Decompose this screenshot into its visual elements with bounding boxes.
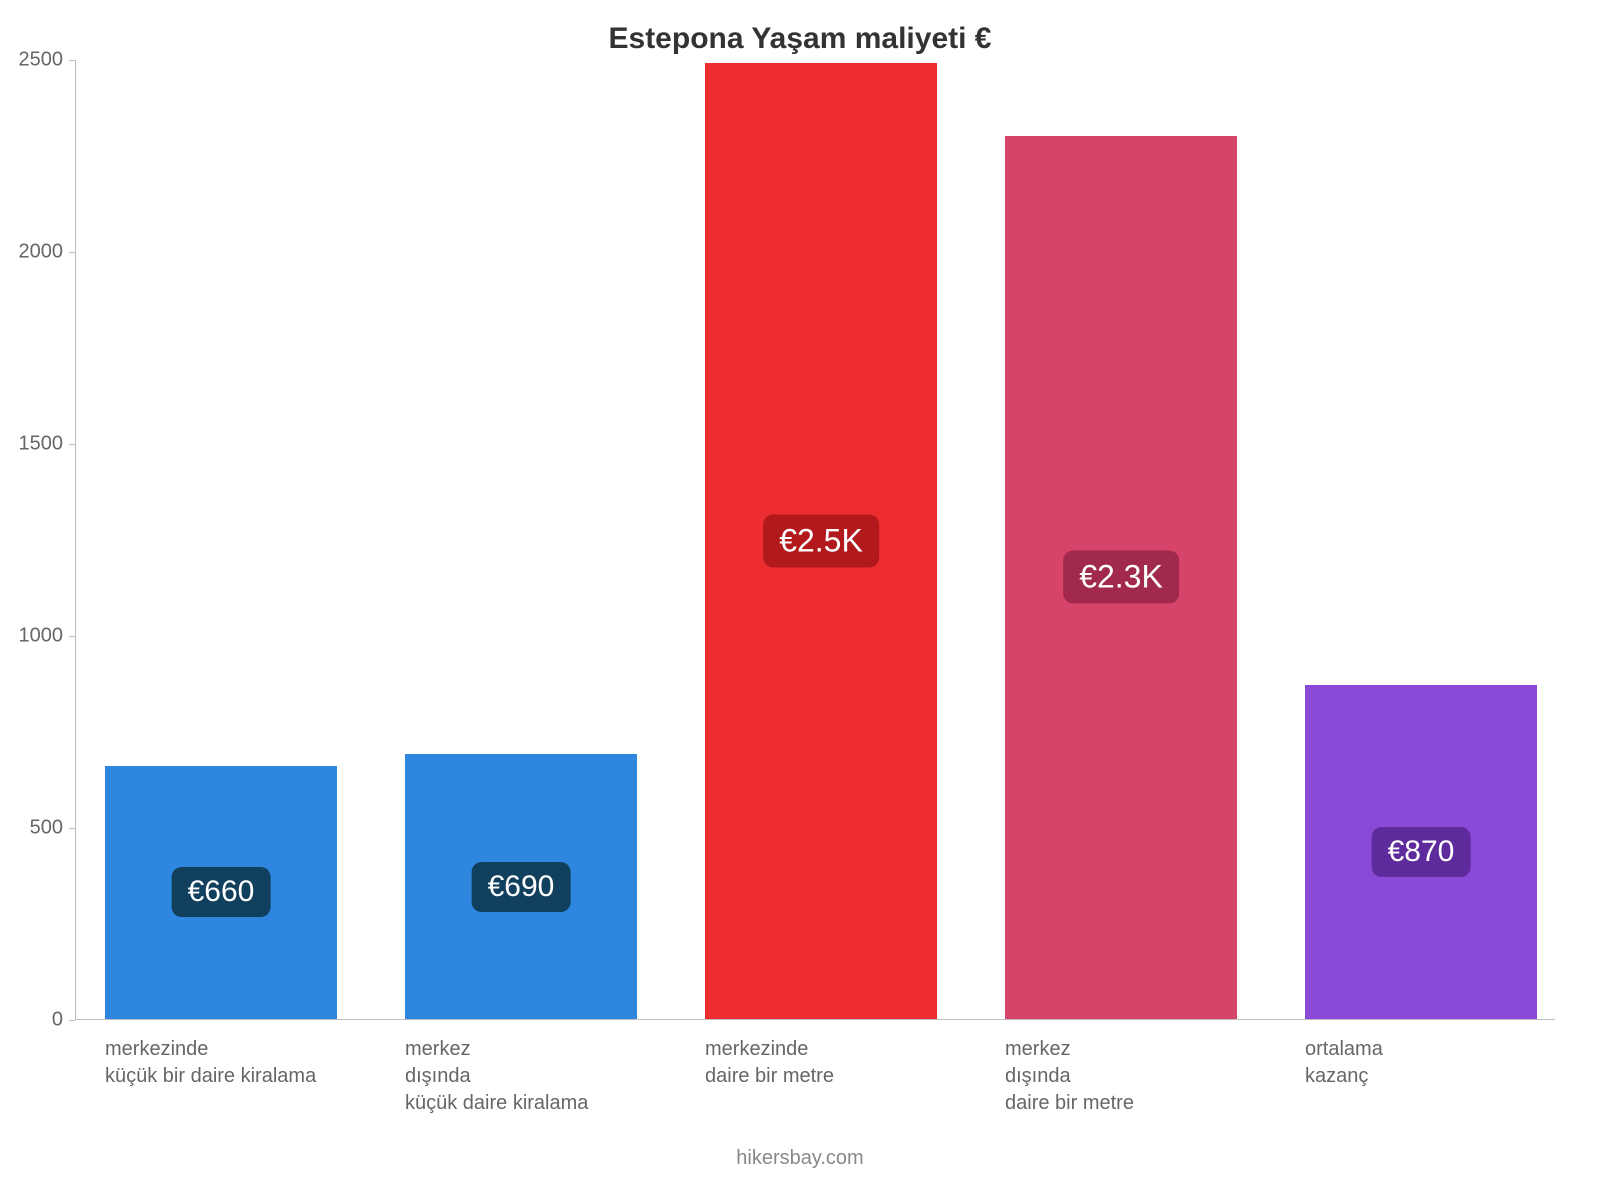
y-tick-mark xyxy=(69,828,75,829)
y-tick-mark xyxy=(69,636,75,637)
plot-area: 05001000150020002500€660merkezinde küçük… xyxy=(75,60,1555,1020)
bar: €690 xyxy=(405,754,637,1019)
y-tick-label: 500 xyxy=(30,817,63,840)
bar-value-label: €690 xyxy=(472,862,571,912)
x-category-label: merkezinde küçük bir daire kiralama xyxy=(105,1036,316,1090)
y-tick-label: 0 xyxy=(52,1009,63,1032)
y-tick-label: 2000 xyxy=(19,241,64,264)
x-category-label: ortalama kazanç xyxy=(1305,1036,1383,1090)
x-category-label: merkezinde daire bir metre xyxy=(705,1036,834,1090)
x-category-label: merkez dışında daire bir metre xyxy=(1005,1036,1134,1117)
y-tick-mark xyxy=(69,252,75,253)
y-tick-label: 1500 xyxy=(19,433,64,456)
y-tick-label: 1000 xyxy=(19,625,64,648)
bar-value-label: €2.5K xyxy=(763,514,879,567)
bar-value-label: €870 xyxy=(1372,827,1471,877)
attribution-text: hikersbay.com xyxy=(0,1147,1600,1170)
bar-value-label: €2.3K xyxy=(1063,551,1179,604)
bar-value-label: €660 xyxy=(172,867,271,917)
cost-of-living-chart: Estepona Yaşam maliyeti € 05001000150020… xyxy=(0,0,1600,1200)
x-category-label: merkez dışında küçük daire kiralama xyxy=(405,1036,588,1117)
bar: €660 xyxy=(105,766,337,1019)
y-tick-mark xyxy=(69,444,75,445)
y-tick-mark xyxy=(69,60,75,61)
y-tick-label: 2500 xyxy=(19,49,64,72)
chart-title: Estepona Yaşam maliyeti € xyxy=(0,22,1600,56)
bar: €2.5K xyxy=(705,63,937,1019)
x-axis-line xyxy=(75,1019,1555,1020)
bar: €870 xyxy=(1305,685,1537,1019)
y-axis-line xyxy=(75,60,76,1020)
bar: €2.3K xyxy=(1005,136,1237,1019)
y-tick-mark xyxy=(69,1020,75,1021)
